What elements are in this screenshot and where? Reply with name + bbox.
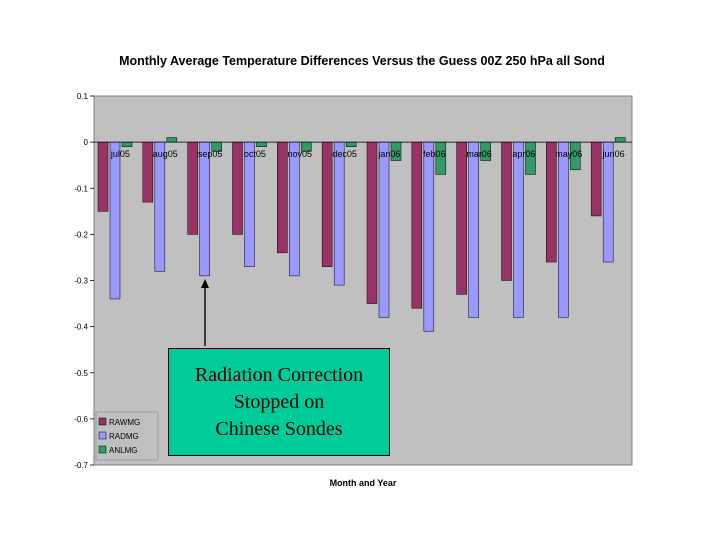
chart-title: Monthly Average Temperature Differences … [119,54,605,68]
bar-anlmg-aug05 [166,137,178,143]
x-category-label: jan06 [377,149,400,159]
bar-rawmg-sep05 [187,141,198,235]
legend-box [95,411,159,461]
x-category-label: oct05 [244,149,266,159]
bar-radmg-jul05 [109,141,121,300]
x-category-label: sep05 [198,149,223,159]
bar-rawmg-oct05 [232,141,243,235]
bar-radmg-sep05 [199,141,210,277]
x-axis-title: Month and Year [330,478,397,488]
annotation-arrowhead [201,279,209,288]
bar-anlmg-oct05 [256,141,267,147]
bar-rawmg-jun06 [590,141,602,217]
bar-anlmg-jul05 [121,141,133,147]
bar-rawmg-jul05 [97,141,109,212]
bar-radmg-mar06 [468,141,479,318]
bar-radmg-nov05 [289,141,300,277]
bar-anlmg-jun06 [614,137,626,143]
y-tick-label: 0 [84,138,89,147]
y-tick-label: -0.6 [74,415,88,424]
bar-radmg-oct05 [244,141,255,267]
legend-swatch-anlmg [98,445,107,454]
x-category-label: may06 [555,149,582,159]
bar-rawmg-dec05 [321,141,333,267]
x-category-label: aug05 [153,149,178,159]
bar-rawmg-apr06 [501,141,512,281]
y-axis-ticks: 0.1 0 -0.1 -0.2 -0.3 -0.4 -0.5 -0.6 -0.7 [74,92,94,470]
bar-rawmg-jan06 [366,141,378,304]
annotation-callout: Radiation Correction Stopped on Chinese … [168,348,390,456]
legend: RAWMG RADMG ANLMG [95,411,159,461]
bar-radmg-aug05 [154,141,166,272]
legend-label-radmg: RADMG [109,432,139,441]
y-tick-label: -0.1 [74,184,88,193]
bar-anlmg-dec05 [345,141,357,147]
bar-radmg-apr06 [513,141,524,318]
bar-radmg-jan06 [378,141,390,318]
legend-swatch-radmg [98,431,107,440]
y-tick-label: -0.4 [74,323,88,332]
y-tick-label: -0.3 [74,277,88,286]
bar-rawmg-may06 [546,141,557,263]
x-axis-categories: jul05 aug05 sep05 oct05 nov05 dec05 jan06 feb06… [110,149,625,159]
bar-radmg-jun06 [602,141,614,263]
y-tick-label: -0.2 [74,230,88,239]
x-category-label: mar06 [466,149,492,159]
x-category-label: nov05 [287,149,312,159]
x-category-label: jul05 [110,149,130,159]
legend-swatch-rawmg [98,417,107,426]
bar-radmg-feb06 [423,141,435,332]
x-category-label: apr06 [512,149,535,159]
x-category-label: jun06 [602,149,625,159]
y-tick-label: 0.1 [77,92,89,101]
bar-rawmg-feb06 [411,141,423,309]
bar-rawmg-nov05 [277,141,288,254]
y-tick-label: -0.5 [74,369,88,378]
legend-label-rawmg: RAWMG [109,418,140,427]
bar-rawmg-aug05 [142,141,154,203]
bar-rawmg-mar06 [456,141,467,295]
x-category-label: feb06 [423,149,446,159]
legend-label-anlmg: ANLMG [109,446,137,455]
y-tick-label: -0.7 [74,461,88,470]
bar-radmg-dec05 [333,141,345,286]
x-category-label: dec05 [332,149,357,159]
bar-radmg-may06 [558,141,569,318]
bar-group [97,137,626,332]
